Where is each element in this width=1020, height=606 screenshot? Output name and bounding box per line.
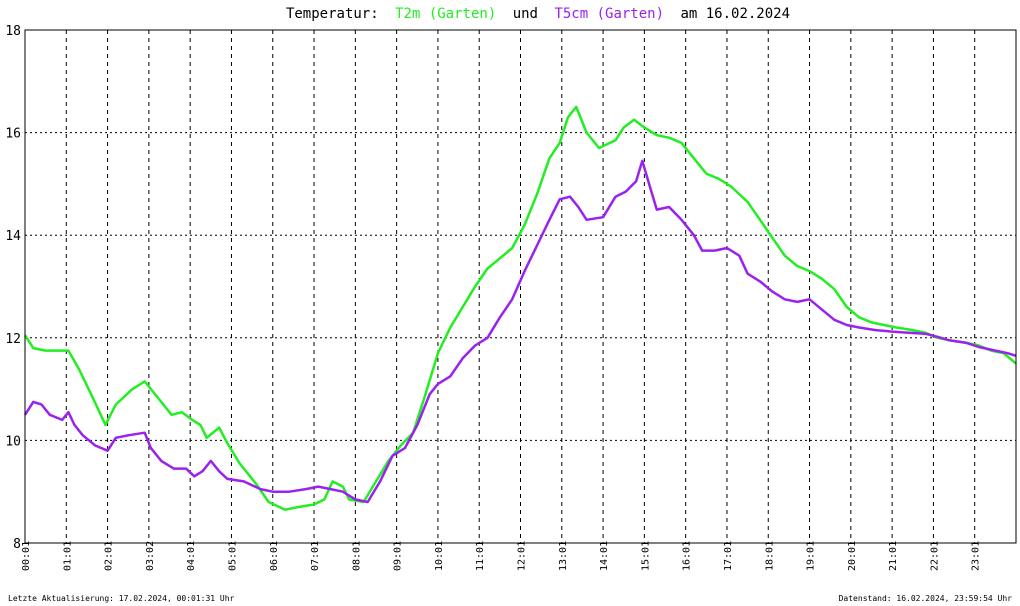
x-tick-label: 13:01 [558, 541, 569, 571]
x-tick-label: 01:01 [62, 541, 73, 571]
x-tick-label: 16:01 [682, 541, 693, 571]
x-tick-label: 03:02 [145, 541, 156, 571]
x-tick-label: 21:01 [888, 541, 899, 571]
x-tick-label: 11:01 [475, 541, 486, 571]
x-tick-label: 14:01 [599, 541, 610, 571]
x-tick-label: 06:01 [269, 541, 280, 571]
y-tick-labels: 8 10 12 14 16 18 [5, 24, 21, 552]
x-tick-label: 12:01 [517, 541, 528, 571]
footer-last-update: Letzte Aktualisierung: 17.02.2024, 00:01… [8, 594, 235, 603]
x-tick-label: 08:01 [351, 541, 362, 571]
y-tick-label: 12 [5, 332, 21, 347]
title-joiner: und [513, 6, 538, 22]
y-tick-label: 8 [13, 537, 21, 552]
x-tick-label: 23:01 [971, 541, 982, 571]
x-tick-label: 15:01 [640, 541, 651, 571]
series-line-t5cm [23, 159, 1017, 504]
title-prefix: Temperatur: [286, 6, 379, 22]
x-tick-label: 20:01 [847, 541, 858, 571]
x-tick-label: 09:01 [393, 541, 404, 571]
x-tick-label: 17:01 [723, 541, 734, 571]
chart-title: Temperatur: T2m (Garten) und T5cm (Garte… [286, 6, 790, 22]
x-tick-label: 10:01 [434, 541, 445, 571]
plot-frame [24, 29, 1017, 544]
title-series1: T2m (Garten) [395, 6, 496, 22]
y-tick-label: 10 [5, 434, 21, 449]
x-tick-label: 00:01 [21, 541, 32, 571]
x-tick-label: 04:01 [186, 541, 197, 571]
x-tick-label: 19:01 [806, 541, 817, 571]
grid [25, 30, 1016, 543]
title-series2: T5cm (Garten) [554, 6, 664, 22]
series-line-t2m [23, 105, 1017, 511]
x-tick-label: 07:01 [310, 541, 321, 571]
x-tick-label: 18:01 [764, 541, 775, 571]
y-tick-label: 14 [5, 229, 21, 244]
x-tick-label: 22:01 [929, 541, 940, 571]
series-lines [23, 105, 1017, 511]
y-tick-label: 16 [5, 127, 21, 142]
y-tick-label: 18 [5, 24, 21, 39]
title-suffix: am 16.02.2024 [680, 6, 790, 22]
x-tick-label: 05:01 [227, 541, 238, 571]
x-tick-labels: 00:01 01:01 02:01 03:02 04:01 05:01 06:01 07:01… [21, 541, 982, 571]
footer-data-state: Datenstand: 16.02.2024, 23:59:54 Uhr [839, 594, 1013, 603]
x-tick-label: 02:01 [104, 541, 115, 571]
